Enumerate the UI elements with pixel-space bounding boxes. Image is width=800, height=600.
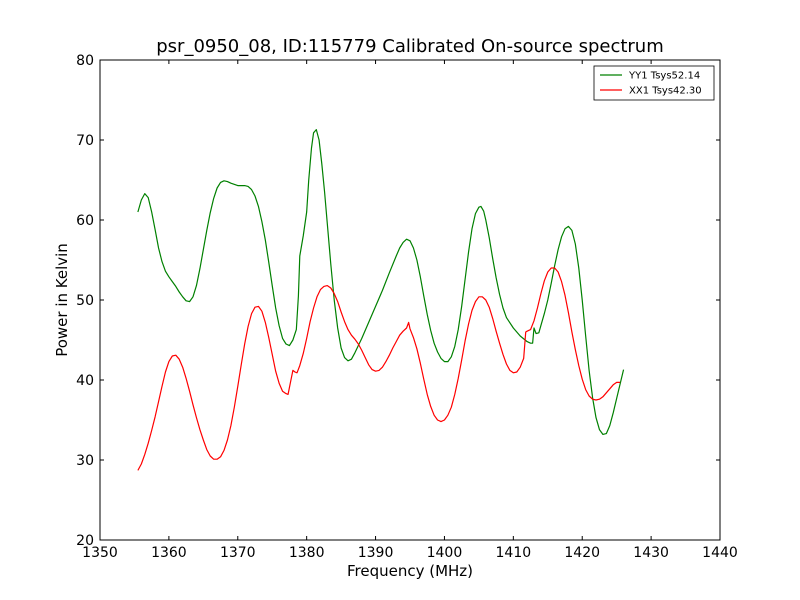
y-tick-label: 50 [76,293,94,309]
plot-background [100,60,720,540]
y-tick-label: 30 [76,453,94,469]
legend-label: YY1 Tsys52.14 [628,71,700,82]
x-tick-label: 1350 [82,545,118,561]
series-line-xx1 [137,267,621,471]
y-axis-label: Power in Kelvin [53,243,71,357]
series-layer [137,129,625,471]
x-tick-label: 1440 [702,545,738,561]
plot-area [100,60,720,540]
legend-label: XX1 Tsys42.30 [629,86,702,97]
y-tick-label: 80 [76,53,94,69]
y-tick-label: 60 [76,213,94,229]
y-tick-label: 20 [76,533,94,549]
x-axis-label: Frequency (MHz) [347,562,473,580]
legend: YY1 Tsys52.14 XX1 Tsys42.30 [593,65,715,101]
x-tick-label: 1360 [151,545,187,561]
x-tick-label: 1390 [358,545,394,561]
y-tick-label: 70 [76,133,94,149]
legend-box [593,65,715,101]
y-tick-label: 40 [76,373,94,389]
chart-title: psr_0950_08, ID:115779 Calibrated On-sou… [156,36,664,57]
x-tick-label: 1380 [289,545,325,561]
x-tick-label: 1370 [220,545,256,561]
x-tick-label: 1430 [633,545,669,561]
x-tick-label: 1420 [564,545,600,561]
x-tick-label: 1400 [427,545,463,561]
series-line-yy1 [137,129,625,435]
axes-layer: 1350 1360 1370 1380 1390 1400 1410 1420 1430 1440… [76,53,738,561]
x-tick-label: 1410 [496,545,532,561]
